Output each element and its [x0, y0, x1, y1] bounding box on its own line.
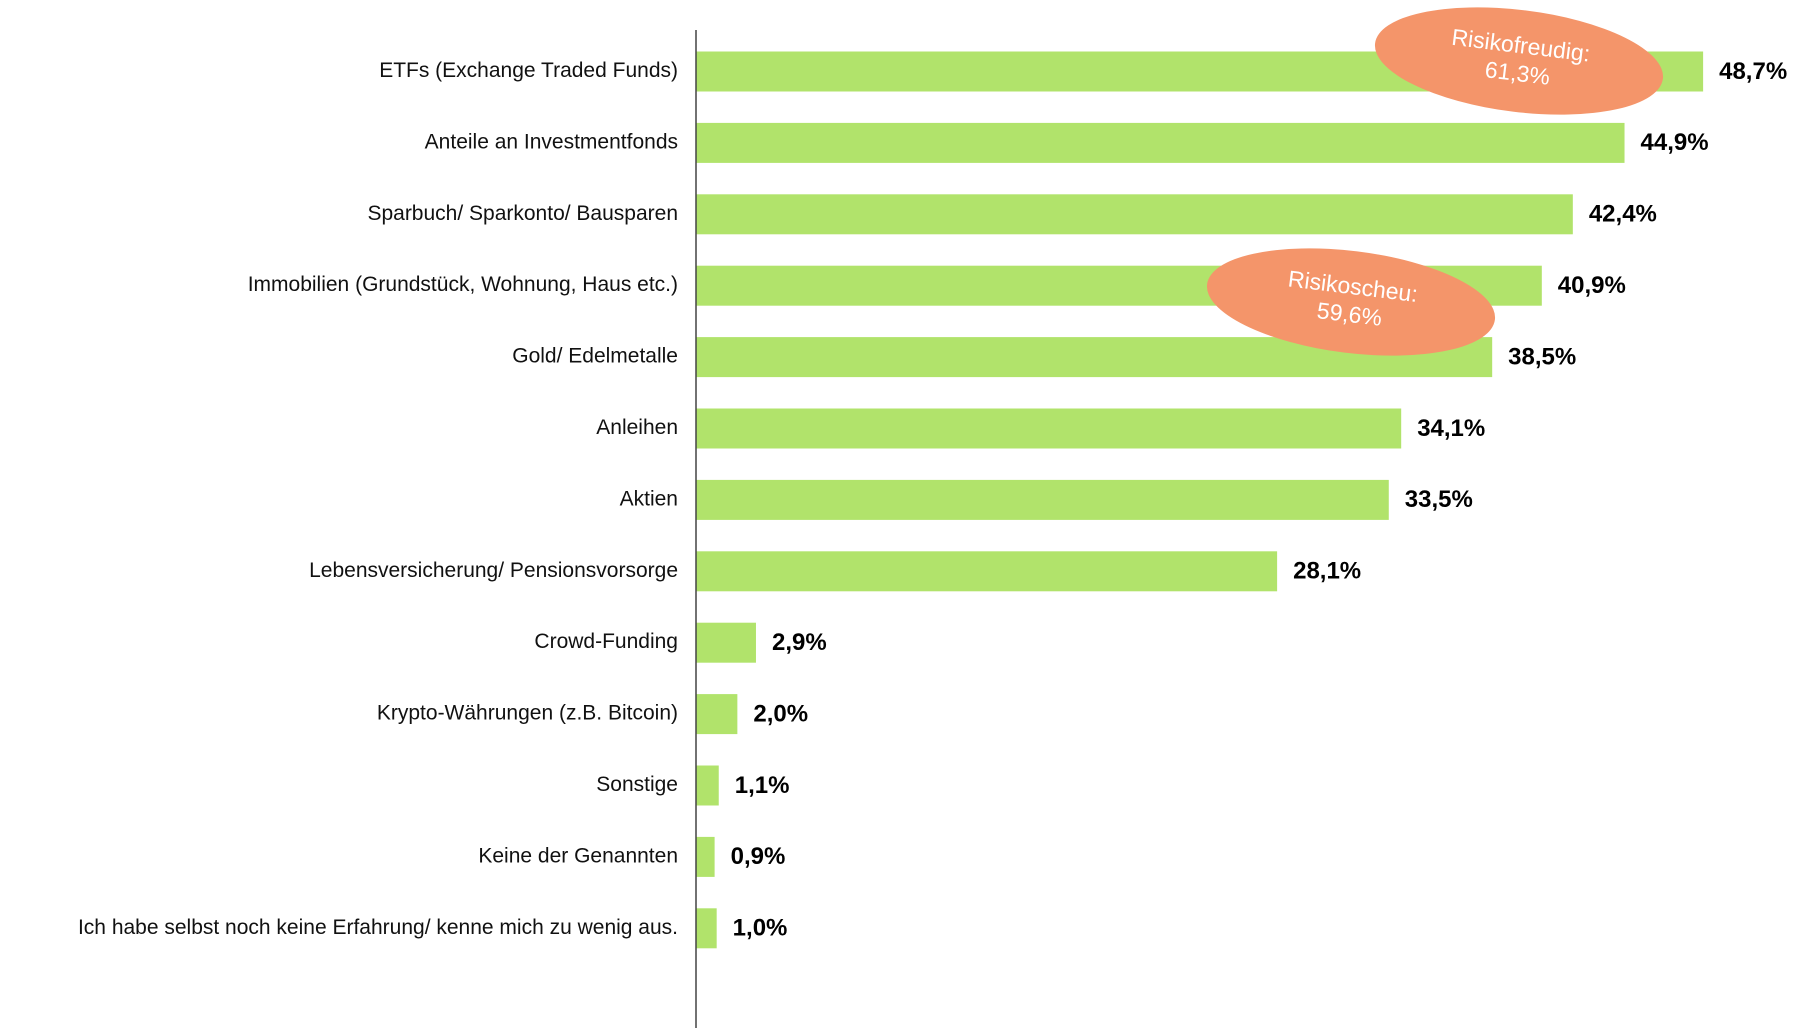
value-label: 34,1%: [1417, 415, 1485, 442]
bar: [696, 479, 1389, 520]
category-label: Sparbuch/ Sparkonto/ Bausparen: [367, 202, 678, 225]
value-label: 1,0%: [733, 915, 788, 942]
category-label: Immobilien (Grundstück, Wohnung, Haus et…: [248, 273, 678, 296]
annotation: Risikofreudig:61,3%: [1374, 7, 1664, 115]
bar: [696, 551, 1278, 592]
bar: [696, 836, 715, 877]
bar: [696, 908, 717, 949]
category-label: Ich habe selbst noch keine Erfahrung/ ke…: [78, 916, 678, 939]
bar: [696, 622, 756, 663]
bar: [696, 194, 1573, 235]
category-label: ETFs (Exchange Traded Funds): [379, 59, 678, 82]
value-label: 2,9%: [772, 629, 827, 656]
value-label: 28,1%: [1293, 558, 1361, 585]
category-label: Aktien: [620, 487, 678, 510]
category-label: Krypto-Währungen (z.B. Bitcoin): [377, 702, 678, 725]
annotation-bubble: [1206, 248, 1496, 356]
bar: [696, 694, 738, 735]
category-label: Anleihen: [596, 416, 678, 439]
bar: [696, 765, 719, 806]
category-label: Lebensversicherung/ Pensionsvorsorge: [309, 559, 678, 582]
category-label: Keine der Genannten: [478, 844, 678, 867]
value-label: 48,7%: [1719, 58, 1787, 85]
annotation: Risikoscheu:59,6%: [1206, 248, 1496, 356]
category-label: Crowd-Funding: [534, 630, 678, 653]
value-label: 44,9%: [1641, 129, 1709, 156]
value-label: 40,9%: [1558, 272, 1626, 299]
value-label: 42,4%: [1589, 201, 1657, 228]
value-label: 2,0%: [753, 700, 808, 727]
value-label: 38,5%: [1508, 343, 1576, 370]
bar: [696, 122, 1625, 163]
category-label: Anteile an Investmentfonds: [425, 130, 678, 153]
value-label: 1,1%: [735, 772, 790, 799]
value-label: 33,5%: [1405, 486, 1473, 513]
value-label: 0,9%: [731, 843, 786, 870]
category-label: Sonstige: [596, 773, 678, 796]
category-label: Gold/ Edelmetalle: [512, 345, 678, 368]
bar: [696, 408, 1402, 449]
annotation-bubble: [1374, 7, 1664, 115]
